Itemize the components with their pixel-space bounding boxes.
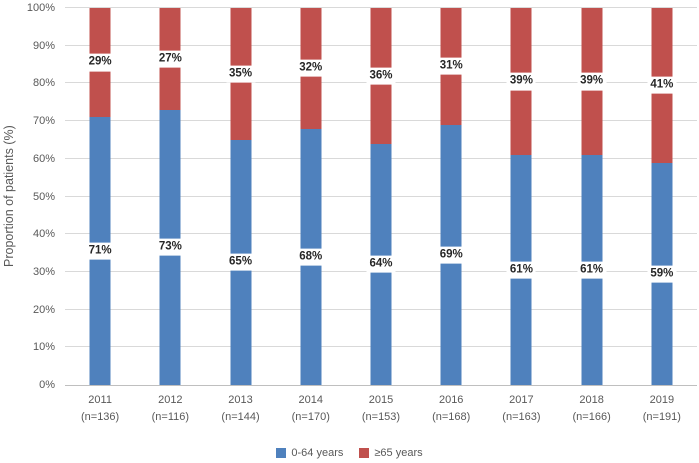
y-tick-label: 10% [32,341,55,354]
data-label-0-64-years: 61% [577,261,607,279]
data-label-65plus-years: 39% [577,72,607,91]
y-tick-label: 0% [39,379,55,391]
y-tick-label: 20% [32,303,55,316]
legend-item-0-64-years: 0-64 years [276,447,343,459]
y-tick-label: 40% [32,228,55,241]
x-tick-n: (n=116) [151,411,190,423]
data-label-0-64-years: 59% [647,265,677,283]
data-label-0-64-years: 71% [85,242,115,260]
x-tick-n: (n=166) [572,411,611,423]
data-label-65plus-years: 39% [506,72,536,91]
bar-column: 59% 41% [627,8,697,385]
data-label-65plus-years: 35% [226,65,256,83]
x-tick-year: 2016 [438,394,464,406]
bar-column: 73% 27% [135,8,205,385]
legend-swatch-red-icon [359,448,370,458]
x-tick-n: (n=144) [221,411,260,423]
x-tick-n: (n=136) [80,411,120,423]
data-label-65plus-years: 27% [155,50,185,68]
bar-column: 71% 29% [65,8,135,385]
y-tick-label: 70% [32,115,55,128]
x-tick-n: (n=168) [432,411,471,423]
y-tick-label: 90% [32,39,55,52]
plot-area: 71% 29% 73% 27% 65% 35% 68% 32% 64% 36% 69% 31% 61% 3… [65,7,697,386]
x-tick-n: (n=153) [361,411,401,423]
data-label-0-64-years: 65% [226,253,256,272]
x-tick-year: 2014 [298,394,323,406]
data-label-0-64-years: 64% [366,255,396,273]
x-tick: 2019 (n=191) [627,392,697,426]
data-label-0-64-years: 61% [506,261,536,279]
legend-label-65plus-years: ≥65 years [374,447,423,459]
bar-column: 64% 36% [346,8,416,385]
x-tick-n: (n=191) [642,411,681,423]
bar-column: 69% 31% [416,8,486,385]
y-tick-label: 80% [32,77,55,90]
x-tick-year: 2017 [509,394,534,406]
bar-column: 68% 32% [276,8,346,385]
y-axis-title: Proportion of patients (%) [2,125,16,268]
data-label-0-64-years: 69% [436,246,466,264]
y-tick-label: 50% [32,190,55,203]
y-axis-ticks: 0% 10% 20% 30% 40% 50% 60% 70% 80% 90% 100% [18,2,55,391]
bars: 71% 29% 73% 27% 65% 35% 68% 32% 64% 36% 69% 31% 61% 3… [65,8,697,385]
legend: 0-64 years ≥65 years [0,447,699,459]
x-tick: 2017 (n=163) [486,392,556,426]
x-axis-labels: 2011 (n=136) 2012 (n=116) 2013 (n=144) 2014 (n=… [65,392,697,426]
x-tick: 2014 (n=170) [276,392,346,426]
x-tick-year: 2013 [228,394,253,406]
gridline [65,7,697,8]
bar-column: 61% 39% [557,8,627,385]
data-label-65plus-years: 31% [436,57,466,76]
x-tick: 2011 (n=136) [65,392,135,426]
x-tick-year: 2019 [649,394,675,406]
bar-column: 61% 39% [486,8,556,385]
legend-swatch-blue-icon [276,448,287,458]
x-tick-year: 2015 [368,394,394,406]
legend-item-65plus-years: ≥65 years [359,447,423,459]
x-tick-n: (n=170) [291,411,330,423]
x-tick: 2015 (n=153) [346,392,416,426]
y-tick-label: 30% [32,265,55,278]
data-label-65plus-years: 29% [85,54,115,72]
y-tick-label: 100% [26,2,55,14]
y-tick-label: 60% [32,152,55,165]
x-tick-n: (n=163) [502,411,541,423]
bar-column: 65% 35% [205,8,275,385]
x-tick-year: 2018 [579,394,604,406]
x-tick: 2012 (n=116) [135,392,205,426]
x-tick: 2018 (n=166) [557,392,627,426]
x-tick-year: 2012 [158,394,183,406]
x-tick-year: 2011 [88,394,112,406]
x-tick: 2016 (n=168) [416,392,486,426]
data-label-65plus-years: 32% [296,59,326,77]
x-tick: 2013 (n=144) [205,392,275,426]
data-label-0-64-years: 68% [296,248,326,266]
data-label-65plus-years: 41% [647,76,677,94]
data-label-0-64-years: 73% [155,238,185,257]
legend-label-0-64-years: 0-64 years [291,447,344,459]
data-label-65plus-years: 36% [366,67,396,85]
